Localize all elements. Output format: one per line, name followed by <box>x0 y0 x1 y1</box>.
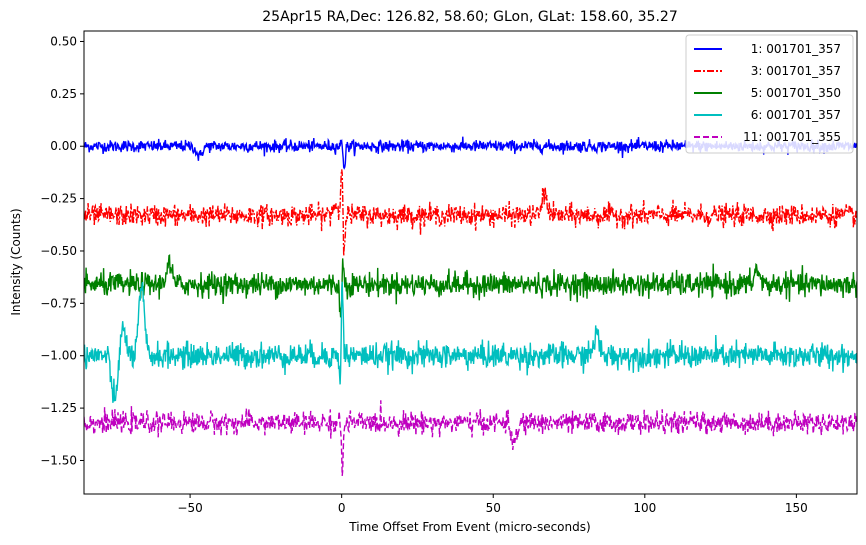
y-tick-label: −1.00 <box>40 349 77 363</box>
legend-entry: 1: 001701_357 <box>751 42 841 56</box>
x-axis: −50 0 50 100 150 <box>177 494 808 515</box>
y-tick-label: −1.25 <box>40 401 77 415</box>
legend-entry: 3: 001701_357 <box>751 64 841 78</box>
y-tick-label: 0.00 <box>50 139 77 153</box>
x-tick-label: 150 <box>785 501 808 515</box>
y-axis: 0.50 0.25 0.00 −0.25 −0.50 −0.75 −1.00 −1.25 −1.… <box>40 34 84 467</box>
chart-title: 25Apr15 RA,Dec: 126.82, 58.60; GLon, GLa… <box>262 9 677 25</box>
plot-frame <box>83 30 858 495</box>
y-tick-label: −0.75 <box>40 296 77 310</box>
legend-box <box>685 34 854 154</box>
y-tick-label: −0.25 <box>40 192 77 206</box>
y-tick-label: −1.50 <box>40 453 77 467</box>
y-axis-label: Intensity (Counts) <box>9 208 23 315</box>
series-line <box>84 281 857 403</box>
legend: 1: 001701_357 3: 001701_357 5: 001701_350 6… <box>685 34 854 154</box>
legend-entry: 6: 001701_357 <box>751 108 841 122</box>
y-tick-label: 0.25 <box>50 87 77 101</box>
y-tick-label: 0.50 <box>50 34 77 48</box>
series-line <box>84 400 857 476</box>
series-line <box>84 169 857 256</box>
x-tick-label: 0 <box>338 501 346 515</box>
x-tick-label: −50 <box>177 501 202 515</box>
legend-entry: 11: 001701_355 <box>743 130 841 144</box>
series-line <box>84 254 857 318</box>
x-tick-label: 100 <box>633 501 656 515</box>
x-axis-label: Time Offset From Event (micro-seconds) <box>348 520 590 534</box>
x-tick-label: 50 <box>486 501 501 515</box>
y-tick-label: −0.50 <box>40 244 77 258</box>
legend-entry: 5: 001701_350 <box>751 86 841 100</box>
